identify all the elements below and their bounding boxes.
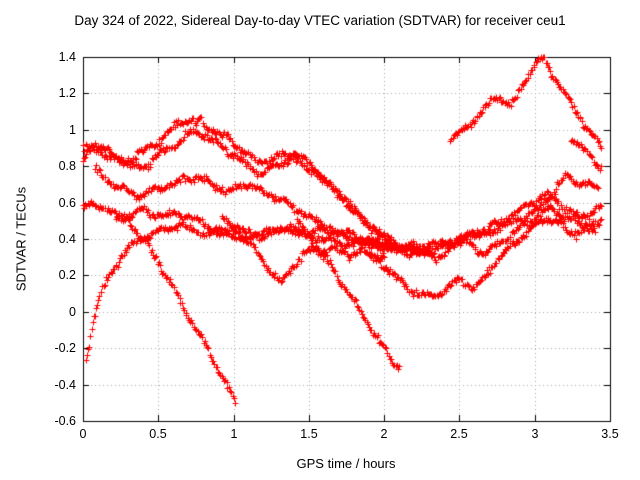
y-tick-label: 0.8 [58,159,76,173]
y-tick-label: 1.2 [58,86,76,100]
x-tick-label: 0 [79,427,87,441]
x-tick-label: 0.5 [149,427,167,441]
y-tick-label: -0.4 [54,378,76,392]
x-tick-label: 1.5 [300,427,318,441]
x-tick-label: 3.5 [601,427,619,441]
y-tick-label: 0.6 [58,196,76,210]
x-tick-label: 1 [230,427,238,441]
x-tick-label: 3 [531,427,539,441]
y-tick-label: -0.6 [54,414,76,428]
y-tick-label: 0.2 [58,268,76,282]
y-tick-label: -0.2 [54,341,76,355]
x-axis-label: GPS time / hours [296,456,396,471]
y-tick-label: 0 [69,305,76,319]
y-tick-label: 0.4 [58,232,76,246]
y-tick-label: 1 [69,123,76,137]
x-tick-label: 2.5 [450,427,468,441]
y-tick-label: 1.4 [58,50,76,64]
x-tick-label: 2 [380,427,388,441]
chart-title: Day 324 of 2022, Sidereal Day-to-day VTE… [74,13,566,28]
